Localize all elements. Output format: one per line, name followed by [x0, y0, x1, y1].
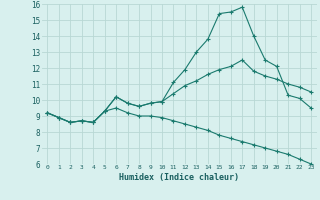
X-axis label: Humidex (Indice chaleur): Humidex (Indice chaleur) [119, 173, 239, 182]
